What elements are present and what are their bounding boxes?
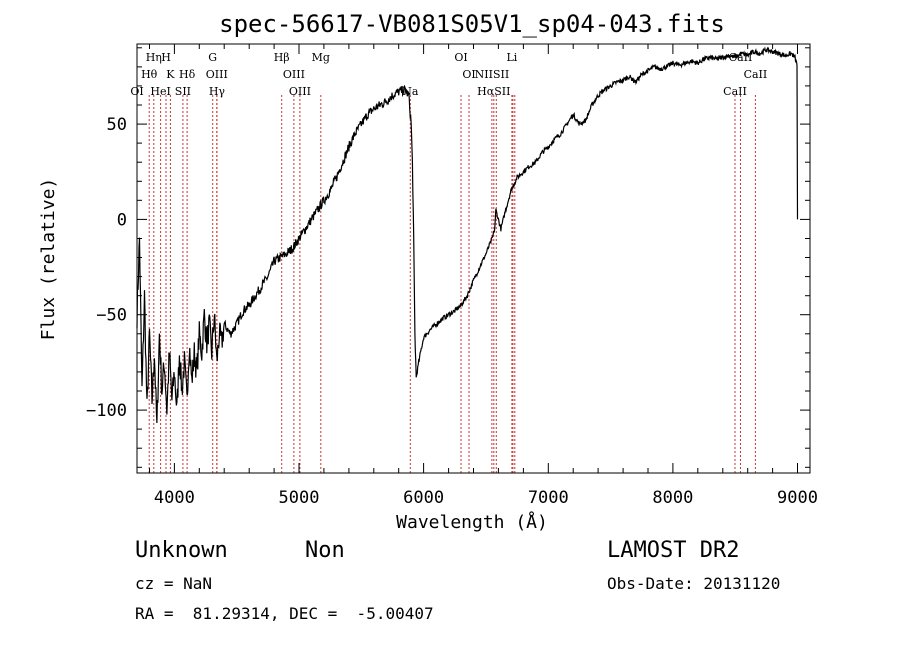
y-tick-label-0: −100 [86, 401, 127, 421]
x-tick-label-5: 9000 [777, 488, 818, 508]
line-label-7: SII [175, 85, 191, 98]
line-label-23: CaII [723, 85, 747, 98]
line-label-2: Hθ [141, 68, 158, 81]
survey-name: LAMOST DR2 [607, 538, 740, 563]
chart-title: spec-56617-VB081S05V1_sp04-043.fits [219, 10, 725, 38]
line-label-18: Li [506, 51, 517, 64]
line-label-1: H [161, 51, 171, 64]
line-label-11: Hβ [274, 51, 290, 64]
line-label-20: HαSII [477, 85, 510, 98]
plot-frame [136, 43, 811, 474]
y-tick-label-3: 50 [107, 115, 127, 135]
x-axis-label: Wavelength (Å) [396, 511, 548, 533]
line-label-16: OI [454, 51, 467, 64]
y-tick-label-1: −50 [96, 306, 127, 326]
line-label-0: Hη [146, 51, 162, 64]
spectrum-line [136, 46, 799, 424]
line-label-9: OIII [206, 68, 228, 81]
redshift-value: cz = NaN [135, 574, 213, 593]
x-tick-label-2: 6000 [403, 488, 444, 508]
line-label-4: Hδ [179, 68, 196, 81]
spectral-class: Unknown [135, 538, 228, 563]
line-label-19: NIISII [475, 68, 510, 81]
line-label-10: Hγ [209, 85, 226, 98]
x-tick-label-1: 5000 [279, 488, 320, 508]
observation-date: Obs-Date: 20131120 [607, 574, 781, 593]
line-label-6: HeI [150, 85, 170, 98]
x-axis-ticks: 4000 5000 6000 7000 8000 9000 [149, 44, 818, 508]
line-label-8: G [208, 51, 217, 64]
x-tick-label-0: 4000 [154, 488, 195, 508]
line-label-15: Na [402, 85, 419, 98]
x-tick-label-3: 7000 [528, 488, 569, 508]
y-axis-ticks: −100 −50 0 50 [86, 47, 810, 468]
y-tick-label-2: 0 [117, 210, 127, 230]
line-label-13: OIII [289, 85, 311, 98]
coordinates: RA = 81.29314, DEC = -5.00407 [135, 604, 434, 623]
line-label-14: Mg [312, 51, 330, 64]
line-label-17: OI [462, 68, 475, 81]
line-label-12: OIII [283, 68, 305, 81]
spectral-subclass: Non [305, 538, 345, 563]
emission-line-markers [136, 95, 756, 473]
x-tick-label-4: 8000 [652, 488, 693, 508]
y-axis-label: Flux (relative) [38, 178, 59, 341]
line-label-22: CaII [744, 68, 768, 81]
line-label-3: K [166, 68, 175, 81]
